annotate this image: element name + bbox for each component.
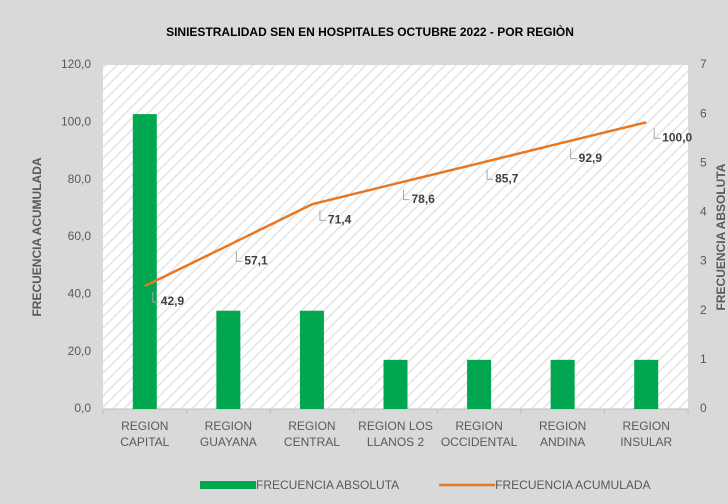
y2-axis-title: FRECUENCIA ABSOLUTA — [714, 163, 728, 310]
y-tick-label: 120,0 — [61, 57, 91, 71]
bar — [467, 359, 492, 409]
x-tick-label: REGION GUAYANA — [199, 419, 257, 449]
legend-label: FRECUENCIA ACUMULADA — [495, 478, 650, 492]
legend-label: FRECUENCIA ABSOLUTA — [256, 478, 399, 492]
x-tick-label: REGION CAPITAL — [120, 419, 170, 449]
data-label: 92,9 — [579, 151, 603, 165]
label-leader — [319, 210, 326, 221]
y2-tick-label: 4 — [700, 205, 707, 219]
y2-tick-label: 3 — [700, 254, 707, 268]
y-tick-label: 40,0 — [68, 287, 92, 301]
x-tick-label: REGION INSULAR — [620, 419, 673, 449]
data-label: 42,9 — [161, 294, 185, 308]
y2-tick-label: 1 — [700, 352, 707, 366]
y-tick-label: 0,0 — [74, 401, 91, 415]
x-tick-label: REGION LOS LLANOS 2 — [358, 419, 433, 449]
y-tick-label: 20,0 — [68, 344, 92, 358]
data-label: 100,0 — [662, 131, 692, 145]
x-tick-label: REGION CENTRAL — [283, 419, 340, 449]
data-label: 78,6 — [412, 192, 436, 206]
y-tick-label: 80,0 — [68, 172, 92, 186]
bar — [299, 310, 324, 409]
data-label: 57,1 — [244, 253, 268, 267]
bar — [132, 114, 157, 410]
data-label: 85,7 — [495, 171, 519, 185]
y2-tick-label: 5 — [700, 155, 707, 169]
y-axis-title: FRECUENCIA ACUMULADA — [30, 157, 44, 316]
bar — [550, 359, 575, 409]
y-tick-label: 60,0 — [68, 229, 92, 243]
label-leader — [570, 148, 577, 160]
y2-tick-label: 6 — [700, 106, 707, 120]
label-leader — [403, 189, 410, 201]
y2-tick-label: 7 — [700, 57, 707, 71]
bar — [383, 359, 408, 409]
label-leader — [152, 292, 159, 303]
x-tick-label: REGION OCCIDENTAL — [440, 419, 518, 449]
data-label: 71,4 — [328, 212, 352, 226]
plot-area — [103, 65, 688, 409]
y2-tick-label: 0 — [700, 401, 707, 415]
line — [144, 121, 647, 288]
label-leader — [653, 128, 661, 139]
label-leader — [235, 251, 243, 262]
y2-tick-label: 2 — [700, 303, 707, 317]
label-leader — [486, 169, 494, 180]
bar — [216, 310, 241, 409]
chart-title: SINIESTRALIDAD SEN EN HOSPITALES OCTUBRE… — [166, 24, 574, 39]
y-tick-label: 100,0 — [61, 115, 91, 129]
legend-swatch — [200, 481, 256, 489]
x-tick-label: REGION ANDINA — [538, 419, 587, 449]
bar — [634, 359, 659, 409]
